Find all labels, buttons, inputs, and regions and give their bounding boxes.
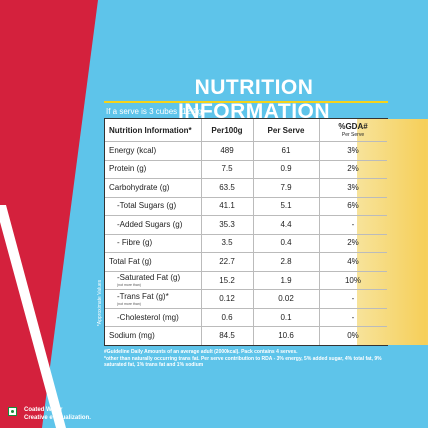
row-line [105,289,387,291]
veg-mark [8,407,17,416]
brand: Coated Wafer Creative eVisualization. [24,406,91,422]
row-line [105,159,387,161]
row-line [105,233,387,235]
cell-value: 0.9 [280,164,292,174]
cell-value: 2.8 [280,257,292,267]
column-line [319,119,320,345]
cell-value: 4% [347,257,359,267]
footnote: *other than naturally occurring trans fa… [104,356,382,368]
brand-line: Creative eVisualization. [24,415,91,421]
cell-value: 0.6 [221,312,233,322]
serve-size: If a serve is 3 cubes (12.5g) [106,107,205,116]
row-label: Sodium (mg) [109,331,155,341]
row-line [105,326,387,328]
cell-value: 2% [347,238,359,248]
cell-value: - [351,219,355,229]
column-header: %GDA# [338,121,368,131]
highlight [357,119,428,345]
row-label: Energy (kcal) [109,145,157,155]
row-label: -Trans Fat (g)* [117,291,169,301]
cell-value: 0% [347,331,359,341]
row-line [105,270,387,272]
column-header: Per100g [211,125,243,135]
cell-value: 7.5 [221,164,233,174]
cell-value: 10.6 [278,331,294,341]
cell-value: 0.4 [280,238,292,248]
cell-value: 0.12 [219,294,235,304]
cell-value: 84.5 [219,331,235,341]
cell-value: 10% [344,275,361,285]
brand-line: Coated Wafer [24,407,63,413]
cell-value: 489 [220,145,234,155]
row-label: -Saturated Fat (g) [117,273,181,283]
row-label: -Cholesterol (mg) [117,312,179,322]
row-line [105,307,387,309]
row-label: -Total Sugars (g) [117,201,177,211]
row-label: Total Fat (g) [109,257,152,267]
cell-value: 5.1 [280,201,292,211]
cell-value: - [351,312,355,322]
cell-value: 2% [347,164,359,174]
cell-value: 7.9 [280,182,292,192]
row-line [105,215,387,217]
cell-value: 15.2 [219,275,235,285]
footnote: #Guideline Daily Amounts of an average a… [104,349,298,355]
row-label: Protein (g) [109,164,147,174]
row-line [105,141,387,142]
cell-value: 41.1 [219,201,235,211]
row-label: -Added Sugars (g) [117,219,183,229]
cell-value: - [351,294,355,304]
cell-value: 1.9 [280,275,292,285]
cell-value: 3.5 [221,238,233,248]
column-header: Per Serve [267,125,305,135]
cell-value: 3% [347,145,359,155]
row-line [105,252,387,254]
row-note: (not more than) [117,301,141,306]
cell-value: 61 [281,145,291,155]
cell-value: 35.3 [219,219,235,229]
title-underline [104,101,388,103]
nutrition-table: Nutrition Information* Per100g Per Serve %G… [104,118,428,346]
cell-value: 22.7 [219,257,235,267]
column-subheader: Per Serve [341,132,365,138]
cell-value: 6% [347,201,359,211]
row-note: (not more than) [117,283,141,288]
cell-value: 3% [347,182,359,192]
row-line [105,196,387,198]
title: NUTRITION INFORMATION [177,76,331,123]
cell-value: 0.1 [280,312,292,322]
side-note: *Approximate Values [97,279,103,327]
row-label: - Fibre (g) [117,238,153,248]
column-header: Nutrition Information* [109,125,192,135]
cell-value: 4.4 [280,219,292,229]
column-line [253,119,254,345]
column-line [201,119,202,345]
cell-value: 0.02 [278,294,294,304]
row-line [105,178,387,180]
row-label: Carbohydrate (g) [109,182,170,192]
cell-value: 63.5 [219,182,235,192]
